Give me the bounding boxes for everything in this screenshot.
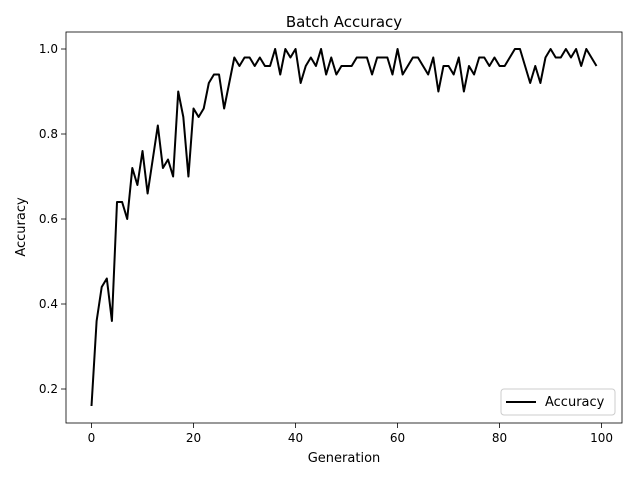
x-tick-label: 0 [88, 431, 96, 445]
chart-title: Batch Accuracy [286, 13, 402, 31]
y-tick-label: 0.6 [39, 212, 58, 226]
legend: Accuracy [500, 388, 616, 416]
legend-box [500, 388, 616, 416]
x-axis-label: Generation [308, 451, 381, 466]
y-tick-label: 0.8 [39, 127, 58, 141]
x-tick-label: 80 [492, 431, 507, 445]
y-tick-label: 0.2 [39, 382, 58, 396]
y-axis: 0.2 0.4 0.6 0.8 1.0 [39, 42, 66, 396]
plot-area [90, 48, 598, 407]
legend-label: Accuracy [545, 395, 605, 410]
x-tick-label: 40 [288, 431, 303, 445]
plot-frame [65, 31, 623, 424]
x-tick-label: 100 [590, 431, 613, 445]
x-tick-label: 60 [390, 431, 405, 445]
x-tick-label: 20 [186, 431, 201, 445]
series-line-accuracy [90, 48, 598, 407]
y-tick-label: 1.0 [39, 42, 58, 56]
y-tick-label: 0.4 [39, 297, 58, 311]
y-axis-label: Accuracy [14, 197, 29, 257]
x-axis: 0 20 40 60 80 100 [88, 423, 613, 445]
